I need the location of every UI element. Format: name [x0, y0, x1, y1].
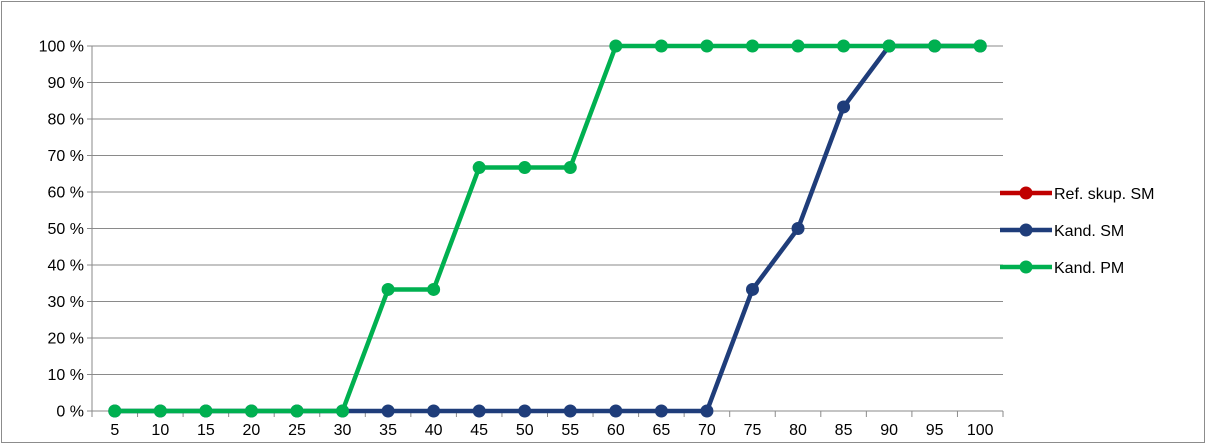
- data-point: [700, 404, 714, 418]
- y-tick-label: 40 %: [48, 258, 84, 275]
- x-tick-label: 75: [744, 422, 762, 439]
- x-tick-label: 10: [151, 422, 169, 439]
- data-point: [563, 161, 577, 175]
- series-line: [112, 43, 983, 414]
- y-tick-label: 50 %: [48, 221, 84, 238]
- legend-item: Kand. PM: [1000, 260, 1124, 277]
- legend-swatch-marker: [1019, 186, 1033, 200]
- legend-label: Ref. skup. SM: [1054, 186, 1154, 203]
- data-point: [244, 404, 258, 418]
- legend-swatch-marker: [1019, 260, 1033, 274]
- x-tick-label: 40: [425, 422, 443, 439]
- data-point: [745, 282, 759, 296]
- x-tick-label: 30: [334, 422, 352, 439]
- x-tick-label: 25: [288, 422, 306, 439]
- data-point: [427, 404, 441, 418]
- x-tick-label: 95: [926, 422, 944, 439]
- x-tick-label: 35: [379, 422, 397, 439]
- data-point: [700, 39, 714, 53]
- legend-item: Ref. skup. SM: [1000, 186, 1154, 203]
- data-point: [791, 222, 805, 235]
- x-tick-label: 55: [561, 422, 579, 439]
- y-tick-label: 100 %: [39, 39, 84, 56]
- x-tick-label: 90: [880, 422, 898, 439]
- data-point: [563, 404, 577, 418]
- data-point: [381, 282, 395, 296]
- data-point: [928, 39, 942, 53]
- y-tick-label: 10 %: [48, 367, 84, 384]
- legend-label: Kand. PM: [1054, 260, 1124, 277]
- data-point: [654, 39, 668, 53]
- data-point: [518, 404, 532, 418]
- data-point: [290, 404, 304, 418]
- x-tick-label: 15: [197, 422, 215, 439]
- data-point: [882, 39, 896, 53]
- y-tick-label: 0 %: [56, 404, 84, 421]
- data-point: [609, 404, 623, 418]
- y-tick-label: 20 %: [48, 331, 84, 348]
- x-tick-label: 85: [835, 422, 853, 439]
- series-2: [108, 39, 987, 418]
- data-point: [791, 39, 805, 53]
- axes: [87, 45, 1004, 417]
- legend-label: Kand. SM: [1054, 223, 1124, 240]
- x-tick-label: 20: [243, 422, 261, 439]
- gridlines: [92, 45, 1003, 375]
- x-axis-tick-labels: 5 10 15 20 25 30 35 40 45 50 55 60 65 70 75 80 85 90 95 100: [110, 422, 993, 439]
- data-point: [427, 282, 441, 296]
- x-tick-label: 45: [470, 422, 488, 439]
- data-point: [336, 404, 350, 418]
- legend-swatch-marker: [1019, 223, 1033, 237]
- data-point: [518, 161, 532, 175]
- y-tick-label: 60 %: [48, 185, 84, 202]
- x-tick-label: 100: [967, 422, 994, 439]
- x-tick-label: 80: [789, 422, 807, 439]
- data-point: [472, 161, 486, 175]
- x-tick-label: 65: [652, 422, 670, 439]
- y-tick-label: 80 %: [48, 112, 84, 129]
- data-point: [153, 404, 167, 418]
- y-axis-tick-labels: 0 % 10 % 20 % 30 % 40 % 50 % 60 % 70 % 80 % 90 % 1…: [39, 39, 84, 421]
- data-point: [837, 100, 851, 114]
- data-point: [472, 404, 486, 418]
- x-tick-label: 5: [110, 422, 119, 439]
- data-point: [199, 404, 213, 418]
- y-tick-label: 90 %: [48, 75, 84, 92]
- data-point: [837, 39, 851, 53]
- data-point: [654, 404, 668, 418]
- data-point: [745, 39, 759, 53]
- x-tick-label: 70: [698, 422, 716, 439]
- series-lines: [108, 39, 987, 418]
- legend: Ref. skup. SM Kand. SM Kand. PM: [1000, 186, 1154, 277]
- y-tick-label: 70 %: [48, 148, 84, 165]
- x-tick-label: 60: [607, 422, 625, 439]
- data-point: [609, 39, 623, 53]
- x-tick-label: 50: [516, 422, 534, 439]
- data-point: [381, 404, 395, 418]
- legend-item: Kand. SM: [1000, 223, 1124, 240]
- data-point: [108, 404, 122, 418]
- y-tick-label: 30 %: [48, 294, 84, 311]
- data-point: [973, 39, 987, 53]
